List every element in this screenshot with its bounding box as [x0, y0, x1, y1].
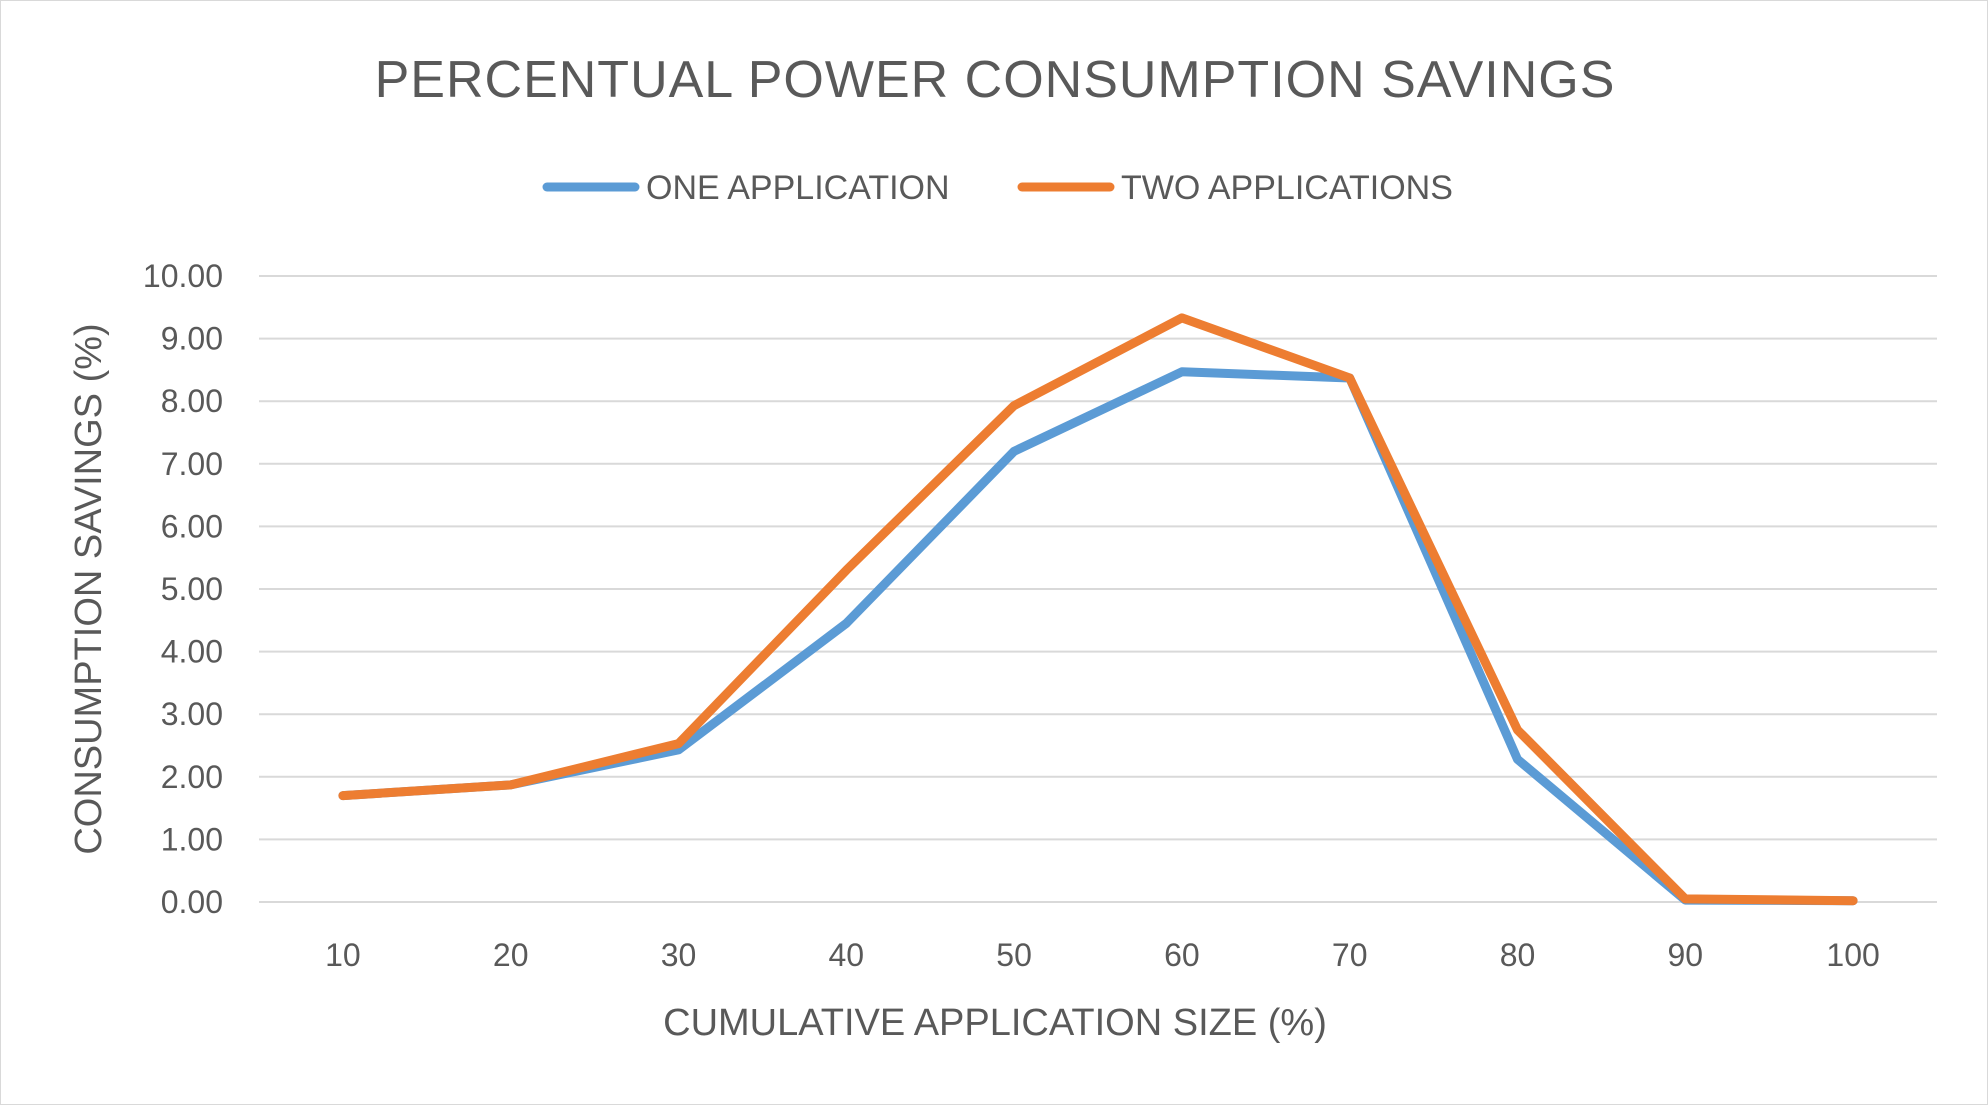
series-lines [338, 313, 1858, 906]
x-tick-label: 100 [1826, 937, 1879, 973]
y-tick-label: 1.00 [161, 821, 223, 857]
y-tick-label: 4.00 [161, 634, 223, 670]
chart-title: PERCENTUAL POWER CONSUMPTION SAVINGS [375, 51, 1616, 109]
y-tick-label: 3.00 [161, 696, 223, 732]
series-line-one-application [338, 367, 1858, 906]
x-tick-label: 90 [1668, 937, 1704, 973]
x-tick-label: 60 [1164, 937, 1200, 973]
y-tick-label: 2.00 [161, 759, 223, 795]
x-tick-label: 40 [829, 937, 865, 973]
legend-label-two-applications: TWO APPLICATIONS [1121, 169, 1453, 207]
y-tick-label: 5.00 [161, 571, 223, 607]
y-tick-label: 6.00 [161, 508, 223, 544]
y-tick-label: 8.00 [161, 383, 223, 419]
x-tick-label: 30 [661, 937, 697, 973]
gridlines [259, 275, 1937, 903]
y-tick-label: 0.00 [161, 884, 223, 920]
x-axis-ticks: 10 20 30 40 50 60 70 80 90 100 [325, 937, 1880, 973]
series-line-two-applications [338, 313, 1858, 906]
legend: ONE APPLICATION TWO APPLICATIONS [542, 169, 1453, 207]
y-tick-label: 9.00 [161, 321, 223, 357]
legend-label-one-application: ONE APPLICATION [646, 169, 950, 207]
x-tick-label: 70 [1332, 937, 1368, 973]
y-axis-ticks: 0.00 1.00 2.00 3.00 4.00 5.00 6.00 7.00 8.00 9.00… [143, 258, 223, 920]
y-tick-label: 7.00 [161, 446, 223, 482]
x-tick-label: 80 [1500, 937, 1536, 973]
x-axis-title: CUMULATIVE APPLICATION SIZE (%) [663, 1002, 1327, 1044]
y-tick-label: 10.00 [143, 258, 223, 294]
x-tick-label: 20 [493, 937, 529, 973]
x-tick-label: 50 [996, 937, 1032, 973]
x-tick-label: 10 [325, 937, 361, 973]
y-axis-title: CONSUMPTION SAVINGS (%) [68, 323, 110, 854]
